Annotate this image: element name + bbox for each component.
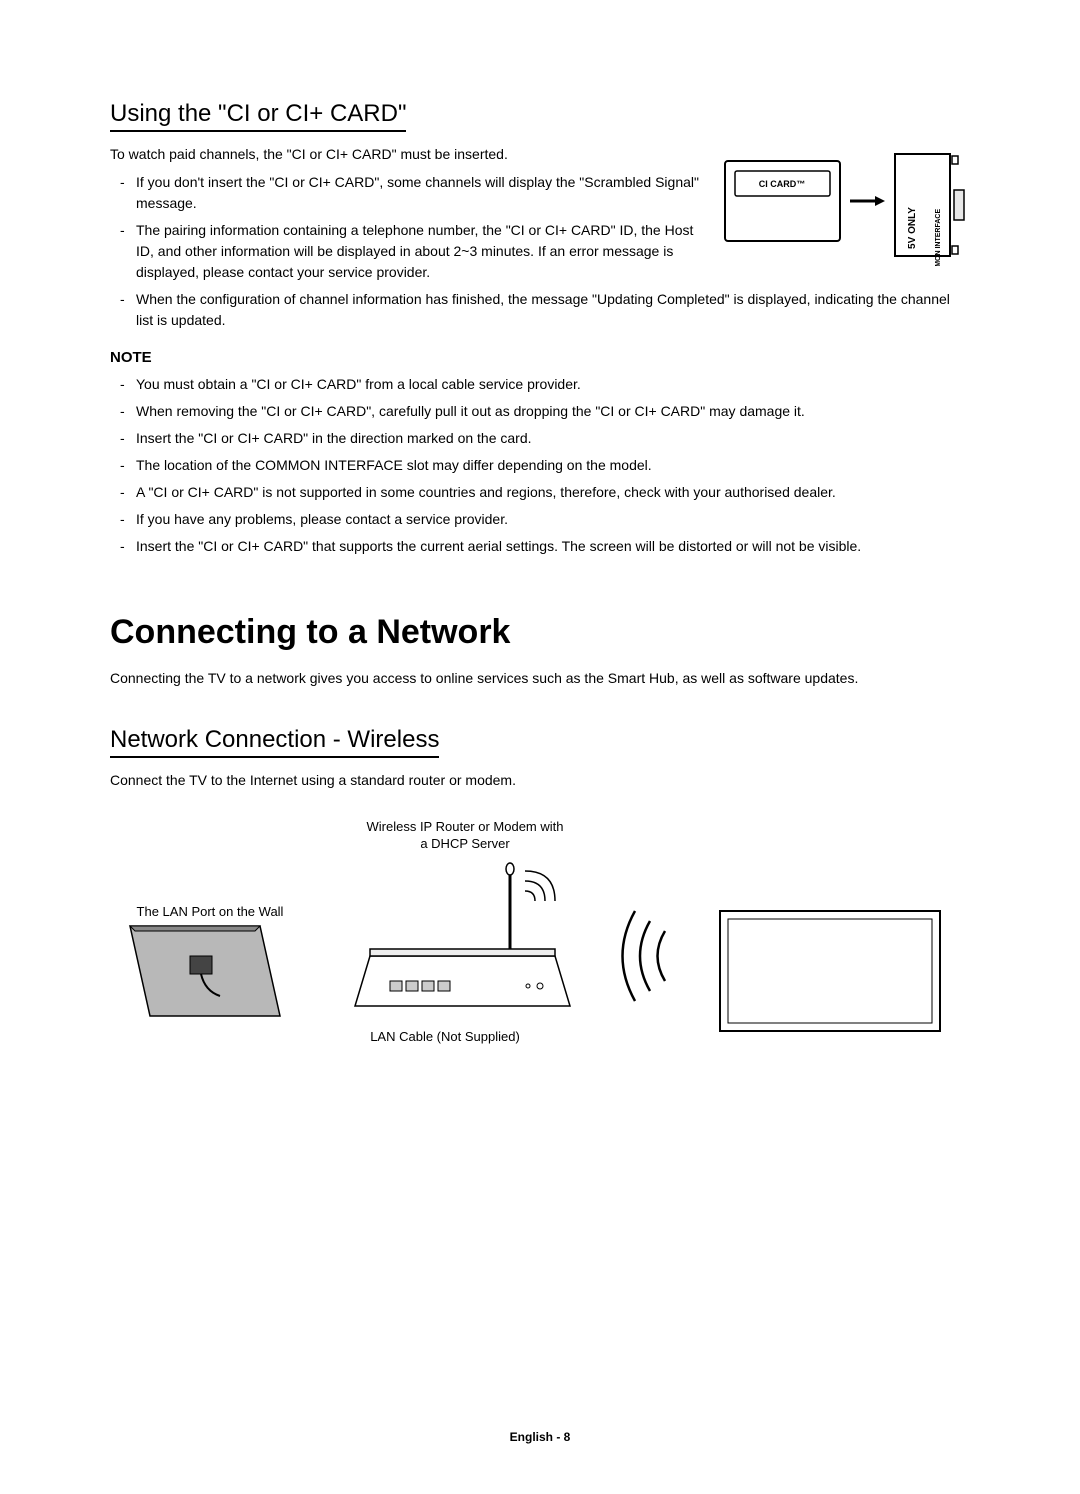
- note-heading: NOTE: [110, 349, 970, 366]
- ci-bullets-continued: When the configuration of channel inform…: [110, 289, 970, 331]
- lan-cable-label: LAN Cable (Not Supplied): [370, 1029, 520, 1044]
- wifi-waves-icon: [623, 911, 666, 1001]
- note-bullet: The location of the COMMON INTERFACE slo…: [120, 455, 970, 476]
- main-heading-network: Connecting to a Network: [110, 613, 970, 652]
- wall-port-label: The LAN Port on the Wall: [137, 904, 284, 919]
- router-label-1: Wireless IP Router or Modem with: [367, 819, 564, 834]
- ci-text-block: To watch paid channels, the "CI or CI+ C…: [110, 146, 700, 289]
- slot-5v-label: 5V ONLY: [907, 207, 918, 249]
- note-bullet: You must obtain a "CI or CI+ CARD" from …: [120, 374, 970, 395]
- router-label-2: a DHCP Server: [420, 836, 510, 851]
- note-bullet: If you have any problems, please contact…: [120, 509, 970, 530]
- note-bullet: A "CI or CI+ CARD" is not supported in s…: [120, 482, 970, 503]
- network-intro: Connecting the TV to a network gives you…: [110, 670, 970, 686]
- section-title-ci-card: Using the "CI or CI+ CARD": [110, 100, 406, 132]
- ci-card-label: CI CARD™: [759, 179, 806, 189]
- slot-interface-label: COMMON INTERFACE: [935, 209, 942, 266]
- note-bullets: You must obtain a "CI or CI+ CARD" from …: [110, 374, 970, 557]
- ci-intro: To watch paid channels, the "CI or CI+ C…: [110, 146, 700, 162]
- note-bullet: When removing the "CI or CI+ CARD", care…: [120, 401, 970, 422]
- router-icon: [355, 863, 570, 1006]
- wall-plate-icon: [130, 926, 280, 1016]
- ci-card-diagram: CI CARD™ 5V ONLY COMMON INTERFACE: [720, 146, 970, 266]
- ci-bullet: When the configuration of channel inform…: [120, 289, 970, 331]
- ci-bullet: The pairing information containing a tel…: [120, 220, 700, 283]
- section-title-wireless: Network Connection - Wireless: [110, 726, 439, 758]
- ci-bullets-top: If you don't insert the "CI or CI+ CARD"…: [110, 172, 700, 283]
- tv-icon: [720, 911, 940, 1031]
- note-bullet: Insert the "CI or CI+ CARD" in the direc…: [120, 428, 970, 449]
- ci-bullet: If you don't insert the "CI or CI+ CARD"…: [120, 172, 700, 214]
- note-bullet: Insert the "CI or CI+ CARD" that support…: [120, 536, 970, 557]
- wireless-intro: Connect the TV to the Internet using a s…: [110, 772, 970, 788]
- ci-top-row: To watch paid channels, the "CI or CI+ C…: [110, 146, 970, 289]
- wireless-network-diagram: Wireless IP Router or Modem with a DHCP …: [110, 816, 970, 1056]
- page-footer: English - 8: [0, 1430, 1080, 1444]
